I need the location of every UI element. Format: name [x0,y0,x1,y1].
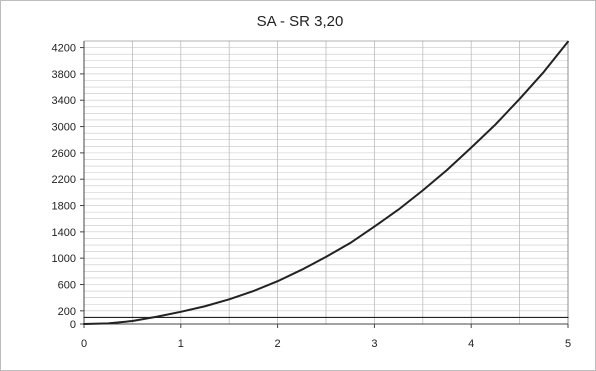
x-tick-label: 5 [565,338,571,350]
y-tick-label: 200 [58,306,76,318]
y-tick-label: 600 [58,280,76,292]
major-grid [131,41,520,324]
y-tick-label: 3400 [52,95,76,107]
chart-title: SA - SR 3,20 [257,13,344,30]
y-tick-label: 3800 [52,69,76,81]
y-tick-label: 4200 [52,43,76,55]
y-tick-label: 0 [70,319,76,331]
x-tick-label: 2 [275,338,281,350]
x-tick-label: 4 [468,338,474,350]
series-layer [83,40,569,325]
y-tick-label: 2200 [52,174,76,186]
y-tick-label: 1000 [52,253,76,265]
x-tick-label: 3 [371,338,377,350]
y-tick-label: 2600 [52,148,76,160]
x-tick-label: 0 [81,338,87,350]
y-tick-label: 1800 [52,201,76,213]
x-axis-ticks: 0 1 2 3 4 5 [81,324,571,350]
y-tick-label: 3000 [52,122,76,134]
y-tick-label: 1400 [52,227,76,239]
x-tick-label: 1 [178,338,184,350]
axes [83,40,569,325]
